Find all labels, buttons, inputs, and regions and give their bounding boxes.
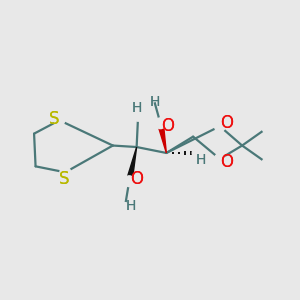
Text: O: O — [161, 117, 174, 135]
Circle shape — [124, 176, 134, 187]
Text: S: S — [58, 170, 69, 188]
Text: O: O — [220, 153, 233, 171]
Circle shape — [214, 154, 225, 164]
Text: H: H — [149, 95, 160, 110]
Polygon shape — [158, 123, 166, 153]
Text: H: H — [125, 200, 136, 214]
Text: O: O — [130, 170, 143, 188]
Text: O: O — [220, 153, 233, 171]
Text: O: O — [220, 114, 233, 132]
Text: S: S — [58, 170, 69, 188]
Circle shape — [262, 158, 273, 169]
Text: H: H — [131, 101, 142, 116]
Text: O: O — [220, 114, 233, 132]
Circle shape — [262, 122, 273, 133]
Circle shape — [133, 110, 143, 121]
Text: S: S — [49, 110, 59, 128]
Text: H: H — [131, 101, 142, 116]
Circle shape — [54, 115, 65, 126]
Text: O: O — [161, 117, 174, 135]
Circle shape — [148, 91, 158, 102]
Circle shape — [192, 148, 203, 158]
Text: H: H — [149, 95, 160, 110]
Circle shape — [119, 202, 130, 213]
Text: S: S — [49, 110, 59, 128]
Text: H: H — [195, 153, 206, 167]
Text: H: H — [195, 153, 206, 167]
Circle shape — [155, 118, 166, 129]
Polygon shape — [126, 147, 136, 182]
Text: O: O — [130, 170, 143, 188]
Circle shape — [214, 121, 225, 132]
Circle shape — [60, 167, 70, 178]
Text: H: H — [125, 200, 136, 214]
